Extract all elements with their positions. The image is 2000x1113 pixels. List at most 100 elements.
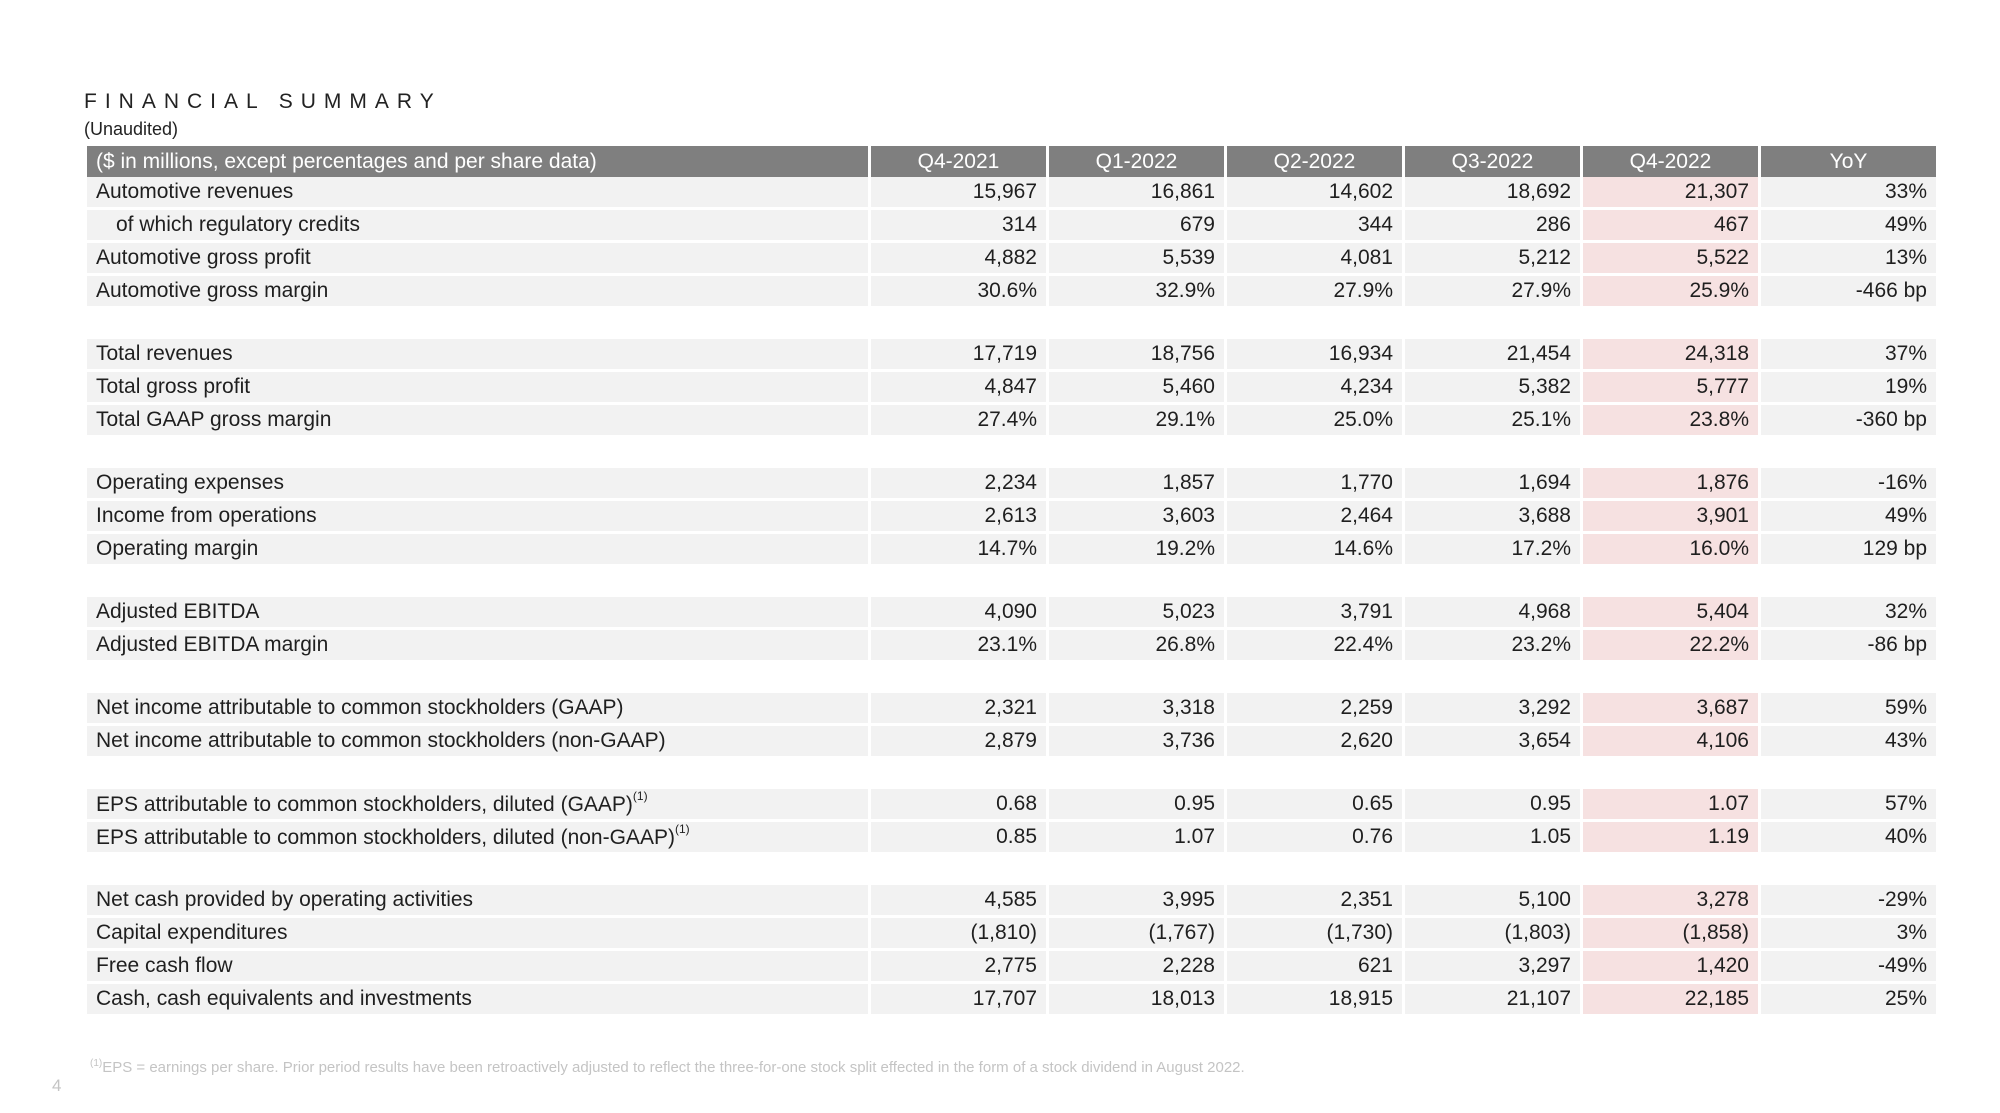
table-row: Total GAAP gross margin 27.4% 29.1% 25.0% 25… xyxy=(87,405,1936,438)
spacer-cell xyxy=(1583,438,1758,468)
row-label-text: Automotive revenues xyxy=(96,180,294,203)
table-row: Cash, cash equivalents and investments 17… xyxy=(87,984,1936,1017)
value-cell: 25% xyxy=(1761,984,1936,1017)
value-cell: -29% xyxy=(1761,885,1936,918)
spacer-cell xyxy=(87,759,868,789)
value-cell: 2,351 xyxy=(1227,885,1402,918)
row-label-text: Free cash flow xyxy=(96,954,233,977)
value-cell: 2,464 xyxy=(1227,501,1402,534)
value-cell: (1,767) xyxy=(1049,918,1224,951)
value-cell: 4,847 xyxy=(871,372,1046,405)
value-cell: 22.2% xyxy=(1583,630,1758,663)
value-cell: 4,585 xyxy=(871,885,1046,918)
spacer-cell xyxy=(1761,309,1936,339)
value-cell: 1,857 xyxy=(1049,468,1224,501)
spacer-cell xyxy=(871,438,1046,468)
row-label: Net income attributable to common stockh… xyxy=(87,726,868,759)
footnote-marker: (1) xyxy=(674,821,690,836)
value-cell: 16,934 xyxy=(1227,339,1402,372)
spacer-cell xyxy=(1049,663,1224,693)
row-label: Adjusted EBITDA xyxy=(87,597,868,630)
table-row: Total revenues 17,719 18,756 16,934 21,454 24… xyxy=(87,339,1936,372)
value-cell: 1,876 xyxy=(1583,468,1758,501)
value-cell: 4,090 xyxy=(871,597,1046,630)
column-header: Q2-2022 xyxy=(1227,146,1402,177)
row-label-text: Operating expenses xyxy=(96,471,284,494)
value-cell: 5,023 xyxy=(1049,597,1224,630)
column-header: Q4-2022 xyxy=(1583,146,1758,177)
value-cell: 15,967 xyxy=(871,177,1046,210)
value-cell: 25.9% xyxy=(1583,276,1758,309)
table-row: Income from operations 2,613 3,603 2,464 3,6… xyxy=(87,501,1936,534)
row-label-text: EPS attributable to common stockholders,… xyxy=(96,825,675,849)
value-cell: 3,736 xyxy=(1049,726,1224,759)
value-cell: 0.76 xyxy=(1227,822,1402,855)
value-cell: -360 bp xyxy=(1761,405,1936,438)
value-cell: 4,081 xyxy=(1227,243,1402,276)
row-label: Free cash flow xyxy=(87,951,868,984)
value-cell: -16% xyxy=(1761,468,1936,501)
footnote-text: EPS = earnings per share. Prior period r… xyxy=(102,1059,1245,1076)
value-cell: 17.2% xyxy=(1405,534,1580,567)
spacer-cell xyxy=(1761,663,1936,693)
spacer-cell xyxy=(1405,438,1580,468)
spacer-cell xyxy=(871,663,1046,693)
value-cell: 1.05 xyxy=(1405,822,1580,855)
value-cell: (1,810) xyxy=(871,918,1046,951)
footnote-marker: (1) xyxy=(90,1058,103,1069)
spacer-cell xyxy=(1583,309,1758,339)
table-row: Operating margin 14.7% 19.2% 14.6% 17.2% 16.0… xyxy=(87,534,1936,567)
value-cell: 2,259 xyxy=(1227,693,1402,726)
value-cell: 22,185 xyxy=(1583,984,1758,1017)
row-label: Operating expenses xyxy=(87,468,868,501)
value-cell: 5,404 xyxy=(1583,597,1758,630)
row-label: Cash, cash equivalents and investments xyxy=(87,984,868,1017)
value-cell: 18,692 xyxy=(1405,177,1580,210)
value-cell: 3,995 xyxy=(1049,885,1224,918)
value-cell: 18,756 xyxy=(1049,339,1224,372)
value-cell: 4,234 xyxy=(1227,372,1402,405)
value-cell: 14,602 xyxy=(1227,177,1402,210)
group-spacer xyxy=(87,855,1936,885)
spacer-cell xyxy=(1227,438,1402,468)
value-cell: 16,861 xyxy=(1049,177,1224,210)
value-cell: 3,278 xyxy=(1583,885,1758,918)
value-cell: 40% xyxy=(1761,822,1936,855)
spacer-cell xyxy=(871,309,1046,339)
spacer-cell xyxy=(1405,309,1580,339)
spacer-cell xyxy=(87,855,868,885)
spacer-cell xyxy=(1049,855,1224,885)
value-cell: 13% xyxy=(1761,243,1936,276)
spacer-cell xyxy=(1583,567,1758,597)
value-cell: 5,522 xyxy=(1583,243,1758,276)
value-cell: 16.0% xyxy=(1583,534,1758,567)
spacer-cell xyxy=(1405,759,1580,789)
value-cell: 3,318 xyxy=(1049,693,1224,726)
row-label: EPS attributable to common stockholders,… xyxy=(87,789,868,822)
spacer-cell xyxy=(1583,663,1758,693)
spacer-cell xyxy=(1227,855,1402,885)
value-cell: 49% xyxy=(1761,501,1936,534)
value-cell: 18,013 xyxy=(1049,984,1224,1017)
value-cell: 26.8% xyxy=(1049,630,1224,663)
value-cell: 3,292 xyxy=(1405,693,1580,726)
value-cell: 467 xyxy=(1583,210,1758,243)
table-row: Net income attributable to common stockh… xyxy=(87,726,1936,759)
spacer-cell xyxy=(1761,855,1936,885)
value-cell: 0.68 xyxy=(871,789,1046,822)
spacer-cell xyxy=(87,663,868,693)
row-label: EPS attributable to common stockholders,… xyxy=(87,822,868,855)
row-label-text: Operating margin xyxy=(96,537,259,560)
row-label-text: Capital expenditures xyxy=(96,921,288,944)
spacer-cell xyxy=(1049,309,1224,339)
group-spacer xyxy=(87,663,1936,693)
value-cell: 0.85 xyxy=(871,822,1046,855)
value-cell: 2,321 xyxy=(871,693,1046,726)
value-cell: (1,803) xyxy=(1405,918,1580,951)
value-cell: -49% xyxy=(1761,951,1936,984)
spacer-cell xyxy=(87,309,868,339)
group-spacer xyxy=(87,438,1936,468)
value-cell: 17,707 xyxy=(871,984,1046,1017)
page-subtitle: (Unaudited) xyxy=(84,119,179,139)
value-cell: 3,654 xyxy=(1405,726,1580,759)
